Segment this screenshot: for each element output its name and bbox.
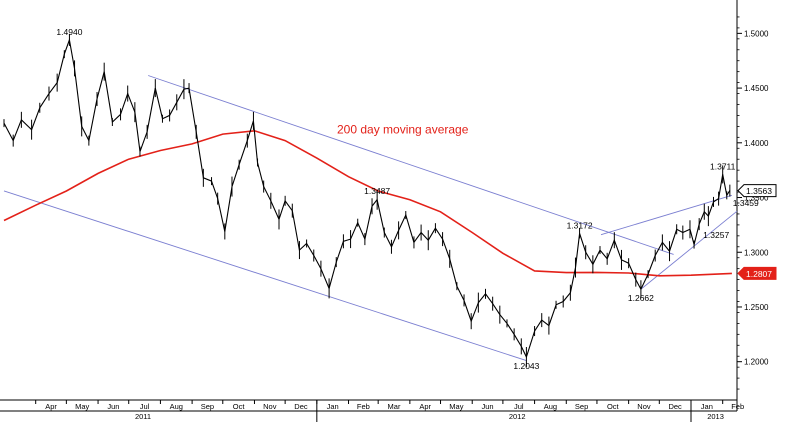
x-tick-label: Feb [357, 402, 370, 411]
price-annotation: 1.3257 [703, 230, 729, 240]
x-tick-label: Feb [731, 402, 744, 411]
x-tick-label: Apr [45, 402, 57, 411]
x-tick-label: Sep [575, 402, 588, 411]
y-tick-label: 1.4000 [744, 139, 769, 148]
price-annotation: 1.4940 [56, 27, 82, 37]
y-axis: 1.5000 1.4500 1.4000 1.3500 1.3000 1.2500 1.20… [737, 16, 769, 390]
trendline-0 [148, 75, 674, 255]
x-tick-label: Jan [327, 402, 339, 411]
price-annotation: 1.3172 [567, 220, 593, 230]
x-tick-label: Jul [140, 402, 150, 411]
price-tags: 1.3563 1.2807 [737, 184, 777, 280]
x-tick-label: Oct [607, 402, 620, 411]
price-tag [737, 184, 777, 198]
y-tick-label: 1.3000 [744, 248, 769, 257]
y-tick-label: 1.2000 [744, 358, 769, 367]
x-axis: Apr May Jun Jul Aug Sep Oct Nov Dec Jan Feb Mar Apr M… [35, 400, 744, 422]
price-series-layer [3, 33, 731, 367]
x-tick-label: Dec [668, 402, 682, 411]
x-tick-label: Oct [233, 402, 246, 411]
price-annotation: 1.3487 [364, 186, 390, 196]
x-tick-label: Nov [637, 402, 651, 411]
price-annotation: 1.3459 [733, 198, 759, 208]
x-tick-label: Sep [201, 402, 214, 411]
y-tick-label: 1.2500 [744, 303, 769, 312]
x-tick-label: Dec [294, 402, 308, 411]
y-tick-label: 1.4500 [744, 84, 769, 93]
y-tick-label: 1.5000 [744, 29, 769, 38]
trendline-1 [3, 190, 527, 362]
x-tick-label: Jul [514, 402, 524, 411]
x-year-label: 2013 [707, 412, 724, 421]
x-year-label: 2011 [135, 412, 151, 421]
price-tag-label: 1.3563 [746, 186, 772, 196]
price-tag [737, 266, 777, 280]
x-tick-label: Mar [388, 402, 401, 411]
x-tick-label: Nov [263, 402, 277, 411]
x-tick-label: Jan [701, 402, 713, 411]
y-tick-label: 1.3500 [744, 194, 769, 203]
annotations-layer: 1.4940 1.3487 1.2043 1.3172 1.2662 1.3257 1.37… [56, 27, 759, 371]
trendline-2 [600, 194, 733, 236]
x-tick-label: Apr [419, 402, 431, 411]
price-annotation: 1.2662 [628, 293, 654, 303]
x-tick-label: Jun [107, 402, 119, 411]
x-tick-label: Jun [482, 402, 494, 411]
x-tick-label: Aug [544, 402, 557, 411]
moving-average-layer [3, 129, 732, 277]
moving-average-label: 200 day moving average [337, 123, 469, 137]
price-annotation: 1.2043 [513, 361, 539, 371]
x-year-label: 2012 [509, 412, 526, 421]
x-tick-label: Aug [170, 402, 183, 411]
price-annotation: 1.3711 [710, 161, 736, 171]
moving-average-line [3, 129, 732, 277]
x-tick-label: May [449, 402, 463, 411]
x-tick-label: May [75, 402, 89, 411]
price-tag-label: 1.2807 [746, 269, 772, 279]
